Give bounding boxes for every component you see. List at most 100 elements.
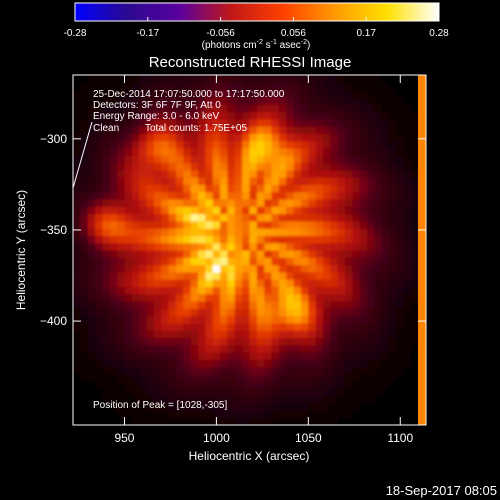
heatmap-cell: [146, 308, 155, 317]
y-axis-label: Heliocentric Y (arcsec): [14, 190, 28, 310]
heatmap-cell: [278, 271, 287, 280]
heatmap-cell: [381, 395, 390, 404]
heatmap-cell: [175, 242, 184, 251]
heatmap-cell: [234, 271, 243, 280]
heatmap-cell: [367, 286, 376, 295]
heatmap-cell: [168, 169, 177, 178]
heatmap-cell: [198, 293, 206, 302]
heatmap-cell: [175, 293, 184, 302]
heatmap-cell: [198, 286, 206, 295]
heatmap-cell: [249, 242, 258, 251]
heatmap-cell: [198, 177, 206, 185]
heatmap-cell: [124, 133, 133, 142]
heatmap-cell: [183, 301, 192, 309]
heatmap-cell: [153, 264, 162, 273]
heatmap-cell: [323, 344, 331, 353]
heatmap-cell: [278, 133, 287, 142]
heatmap-cell: [146, 264, 155, 273]
heatmap-cell: [264, 366, 273, 375]
heatmap-cell: [330, 403, 339, 412]
heatmap-cell: [198, 308, 206, 317]
heatmap-cell: [102, 322, 111, 331]
heatmap-cell: [256, 410, 265, 419]
heatmap-cell: [411, 250, 420, 258]
heatmap-cell: [411, 118, 420, 127]
heatmap-cell: [278, 366, 287, 375]
heatmap-cell: [278, 286, 287, 295]
heatmap-cell: [212, 366, 221, 375]
heatmap-cell: [389, 162, 398, 171]
heatmap-cell: [249, 220, 258, 229]
heatmap-cell: [220, 293, 229, 302]
heatmap-cell: [227, 111, 236, 120]
heatmap-cell: [345, 366, 354, 375]
heatmap-cell: [308, 213, 317, 222]
heatmap-cell: [264, 213, 273, 222]
heatmap-cell: [95, 322, 104, 331]
heatmap-cell: [308, 381, 317, 390]
heatmap-cell: [389, 191, 398, 200]
heatmap-cell: [308, 410, 317, 419]
heatmap-cell: [323, 89, 331, 98]
heatmap-cell: [117, 82, 126, 91]
heatmap-cell: [345, 410, 354, 419]
heatmap-cell: [198, 155, 206, 164]
heatmap-cell: [249, 359, 258, 368]
heatmap-cell: [190, 403, 199, 412]
heatmap-cell: [271, 322, 280, 331]
heatmap-cell: [389, 359, 398, 368]
heatmap-cell: [374, 330, 383, 339]
heatmap-cell: [73, 126, 81, 134]
heatmap-cell: [190, 279, 199, 288]
heatmap-cell: [153, 242, 162, 251]
heatmap-cell: [271, 344, 280, 353]
heatmap-cell: [249, 191, 258, 200]
heatmap-cell: [308, 177, 317, 185]
heatmap-cell: [205, 403, 214, 412]
heatmap-cell: [345, 359, 354, 368]
heatmap-cell: [249, 417, 258, 425]
heatmap-cell: [278, 381, 287, 390]
heatmap-cell: [139, 344, 148, 353]
heatmap-cell: [271, 104, 280, 113]
heatmap-cell: [352, 359, 361, 368]
heatmap-cell: [337, 242, 346, 251]
heatmap-cell: [109, 308, 118, 317]
heatmap-cell: [330, 257, 339, 266]
heatmap-cell: [278, 162, 287, 171]
heatmap-cell: [337, 344, 346, 353]
heatmap-cell: [264, 147, 273, 156]
heatmap-cell: [124, 104, 133, 113]
heatmap-cell: [359, 315, 368, 324]
heatmap-cell: [73, 352, 81, 360]
heatmap-cell: [315, 388, 324, 397]
heatmap-cell: [389, 206, 398, 215]
heatmap-cell: [396, 250, 405, 258]
heatmap-cell: [345, 89, 354, 98]
heatmap-cell: [73, 403, 81, 412]
heatmap-cell: [323, 373, 331, 382]
heatmap-cell: [359, 118, 368, 127]
heatmap-cell: [124, 352, 133, 360]
heatmap-cell: [117, 89, 126, 98]
heatmap-cell: [183, 395, 192, 404]
heatmap-cell: [249, 381, 258, 390]
heatmap-cell: [190, 206, 199, 215]
heatmap-cell: [381, 111, 390, 120]
heatmap-cell: [271, 381, 280, 390]
heatmap-cell: [73, 308, 81, 317]
heatmap-cell: [95, 126, 104, 134]
heatmap-cell: [87, 242, 96, 251]
heatmap-cell: [102, 82, 111, 91]
heatmap-cell: [220, 228, 229, 237]
heatmap-cell: [87, 96, 96, 105]
heatmap-cell: [389, 395, 398, 404]
heatmap-cell: [264, 198, 273, 207]
heatmap-cell: [315, 301, 324, 309]
heatmap-cell: [367, 271, 376, 280]
heatmap-cell: [153, 359, 162, 368]
heatmap-cell: [315, 104, 324, 113]
heatmap-cell: [153, 228, 162, 237]
heatmap-cell: [80, 352, 89, 360]
heatmap-cell: [220, 242, 229, 251]
